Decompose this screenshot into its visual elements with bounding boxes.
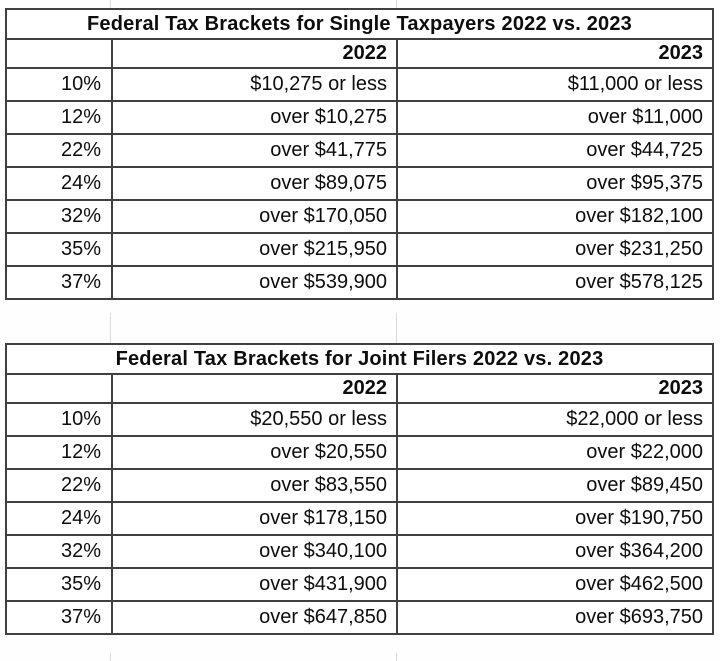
- table-row: 22% over $83,550 over $89,450: [5, 468, 714, 503]
- bracket-value-cell: over $10,275: [111, 100, 398, 135]
- bracket-value-cell: over $83,550: [111, 468, 398, 503]
- bracket-value-cell: over $364,200: [396, 534, 714, 569]
- column-header-blank: [5, 373, 113, 404]
- bracket-value-cell: over $20,550: [111, 435, 398, 470]
- bracket-value-cell: over $231,250: [395, 232, 715, 267]
- gridline-artifact: [396, 653, 397, 661]
- table-row: 12% over $10,275 over $11,000: [5, 100, 715, 135]
- bracket-value-cell: over $190,750: [396, 501, 714, 536]
- rate-cell: 10%: [5, 67, 113, 102]
- table-row: 32% over $340,100 over $364,200: [5, 534, 714, 569]
- column-header-blank: [5, 38, 113, 69]
- bracket-value-cell: over $89,450: [396, 468, 714, 503]
- bracket-value-cell: over $89,075: [111, 166, 398, 201]
- table-row: 37% over $647,850 over $693,750: [5, 600, 714, 635]
- rate-cell: 12%: [5, 100, 113, 135]
- table-row: 10% $10,275 or less $11,000 or less: [5, 67, 715, 102]
- table-title: Federal Tax Brackets for Single Taxpayer…: [4, 8, 715, 40]
- rate-cell: 22%: [5, 468, 113, 503]
- table-row: 24% over $89,075 over $95,375: [5, 166, 715, 201]
- bracket-value-cell: over $182,100: [395, 199, 715, 234]
- table-title-row: Federal Tax Brackets for Joint Filers 20…: [5, 343, 714, 375]
- rate-cell: 37%: [5, 600, 113, 635]
- bracket-value-cell: $22,000 or less: [396, 402, 714, 437]
- rate-cell: 10%: [5, 402, 113, 437]
- rate-cell: 12%: [5, 435, 113, 470]
- rate-cell: 32%: [5, 534, 113, 569]
- bracket-value-cell: over $539,900: [111, 265, 398, 300]
- column-header-2022: 2022: [111, 38, 398, 69]
- table-row: 22% over $41,775 over $44,725: [5, 133, 715, 168]
- gridline-artifact: [110, 313, 111, 343]
- bracket-value-cell: over $41,775: [111, 133, 398, 168]
- gridline-artifact: [396, 0, 397, 8]
- column-header-2023: 2023: [395, 38, 715, 69]
- table-title: Federal Tax Brackets for Joint Filers 20…: [5, 343, 714, 375]
- table-title-row: Federal Tax Brackets for Single Taxpayer…: [4, 8, 715, 40]
- gridline-artifact: [110, 0, 111, 8]
- rate-cell: 37%: [5, 265, 113, 300]
- rate-cell: 24%: [5, 166, 113, 201]
- bracket-value-cell: over $462,500: [396, 567, 714, 602]
- bracket-value-cell: $11,000 or less: [395, 67, 715, 102]
- bracket-value-cell: $20,550 or less: [111, 402, 398, 437]
- bracket-value-cell: over $431,900: [111, 567, 398, 602]
- rate-cell: 32%: [5, 199, 113, 234]
- bracket-value-cell: over $693,750: [396, 600, 714, 635]
- bracket-value-cell: over $340,100: [111, 534, 398, 569]
- table-row: 32% over $170,050 over $182,100: [5, 199, 715, 234]
- gridline-artifact: [396, 313, 397, 343]
- column-header-2022: 2022: [111, 373, 398, 404]
- single-taxpayers-table: Federal Tax Brackets for Single Taxpayer…: [4, 8, 715, 300]
- bracket-value-cell: over $170,050: [111, 199, 398, 234]
- bracket-value-cell: over $215,950: [111, 232, 398, 267]
- table-row: 12% over $20,550 over $22,000: [5, 435, 714, 470]
- table-row: 10% $20,550 or less $22,000 or less: [5, 402, 714, 437]
- table-row: 35% over $215,950 over $231,250: [5, 232, 715, 267]
- bracket-value-cell: over $578,125: [395, 265, 715, 300]
- column-header-2023: 2023: [396, 373, 714, 404]
- bracket-value-cell: over $95,375: [395, 166, 715, 201]
- rate-cell: 35%: [5, 567, 113, 602]
- gridline-artifact: [110, 653, 111, 661]
- bracket-value-cell: over $44,725: [395, 133, 715, 168]
- rate-cell: 24%: [5, 501, 113, 536]
- table-row: 24% over $178,150 over $190,750: [5, 501, 714, 536]
- bracket-value-cell: over $11,000: [395, 100, 715, 135]
- joint-filers-table: Federal Tax Brackets for Joint Filers 20…: [5, 343, 714, 635]
- column-header-row: 2022 2023: [5, 38, 715, 69]
- rate-cell: 22%: [5, 133, 113, 168]
- rate-cell: 35%: [5, 232, 113, 267]
- bracket-value-cell: $10,275 or less: [111, 67, 398, 102]
- bracket-value-cell: over $647,850: [111, 600, 398, 635]
- bracket-value-cell: over $22,000: [396, 435, 714, 470]
- table-row: 35% over $431,900 over $462,500: [5, 567, 714, 602]
- table-row: 37% over $539,900 over $578,125: [5, 265, 715, 300]
- column-header-row: 2022 2023: [5, 373, 714, 404]
- bracket-value-cell: over $178,150: [111, 501, 398, 536]
